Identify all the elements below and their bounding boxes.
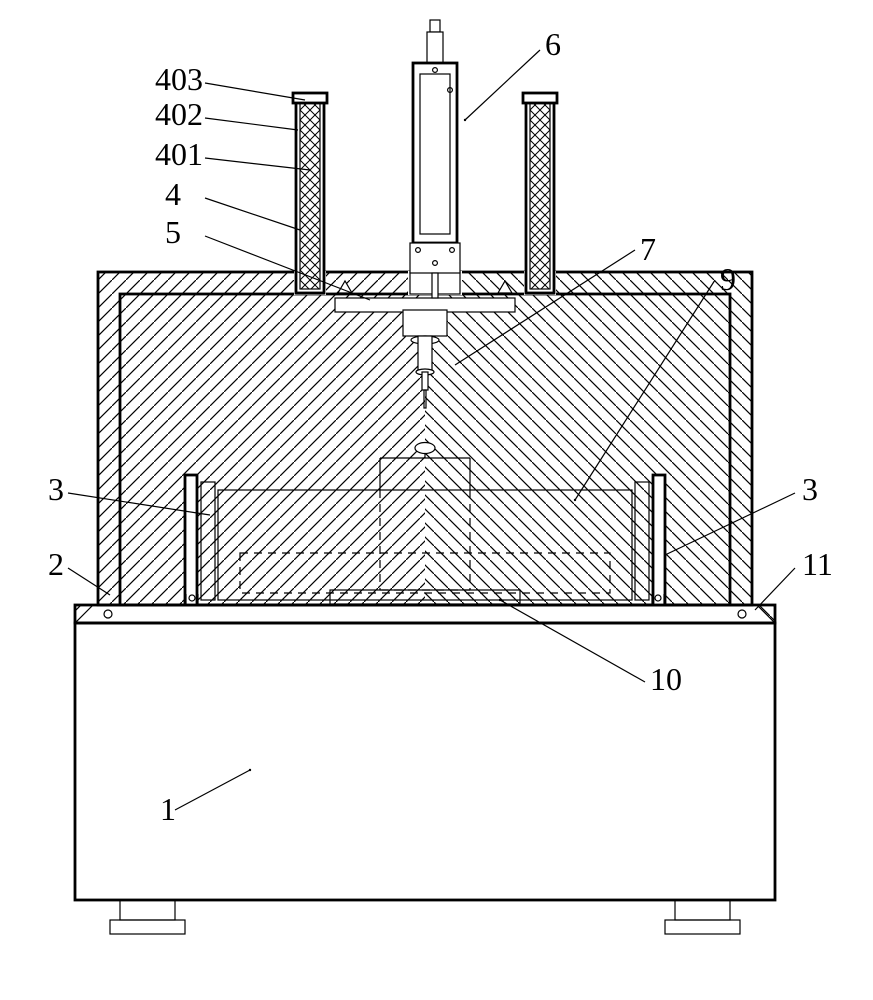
leader-line: [205, 118, 298, 130]
foot: [665, 900, 740, 934]
callout-label: 401: [155, 136, 203, 172]
leader-line: [205, 198, 300, 230]
callout-label: 3: [802, 471, 818, 507]
callout-label: 6: [545, 26, 561, 62]
callout-label: 7: [640, 231, 656, 267]
bolt: [738, 610, 746, 618]
bolt: [104, 610, 112, 618]
foot: [110, 900, 185, 934]
callout-label: 1: [160, 791, 176, 827]
callout-label: 10: [650, 661, 682, 697]
callout-label: 5: [165, 214, 181, 250]
leader-line: [205, 158, 310, 170]
callout-label: 2: [48, 546, 64, 582]
leader-line: [175, 770, 250, 810]
actuator-cylinder: [410, 20, 466, 298]
callout-label: 403: [155, 61, 203, 97]
top-slab: [75, 605, 775, 623]
leader-line: [500, 600, 645, 682]
callout-label: 9: [720, 261, 736, 297]
callout-label: 402: [155, 96, 203, 132]
callout-label: 4: [165, 176, 181, 212]
callout-label: 3: [48, 471, 64, 507]
leader-line: [205, 83, 305, 100]
callout-label: 11: [802, 546, 833, 582]
